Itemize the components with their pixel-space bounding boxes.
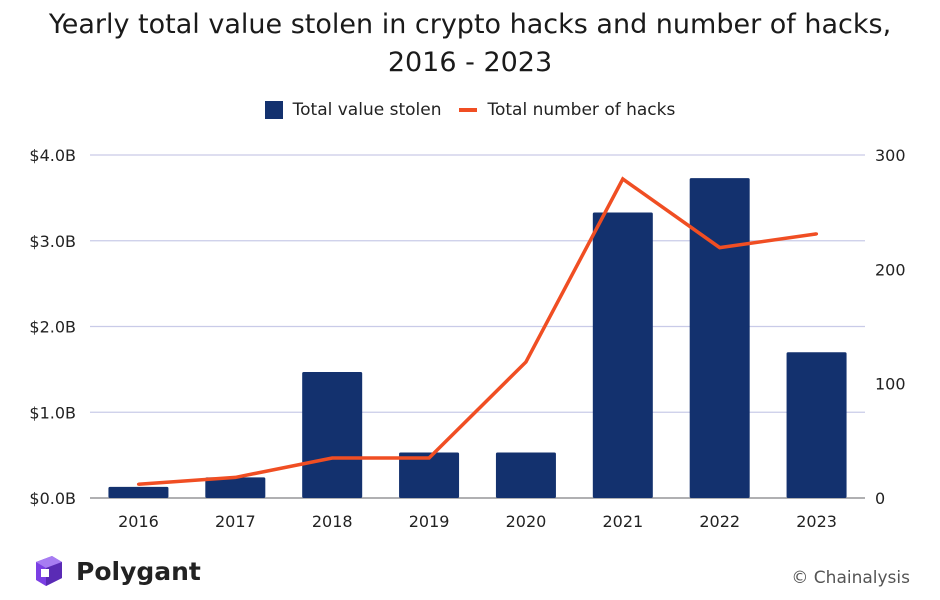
legend-line-swatch <box>459 108 478 112</box>
bar-value-stolen <box>399 452 460 498</box>
chart-title-line-2: 2016 - 2023 <box>387 47 553 78</box>
line-point-number-of-hacks <box>427 456 431 460</box>
brand-logo: Polygant <box>30 552 201 590</box>
y-right-tick-label: 100 <box>875 375 906 394</box>
bar-value-stolen <box>495 452 556 498</box>
x-tick-label: 2022 <box>699 512 740 531</box>
bar-value-stolen <box>302 371 363 498</box>
bar-value-stolen <box>205 477 266 498</box>
x-tick-label: 2023 <box>796 512 837 531</box>
y-left-tick-label: $3.0B <box>29 232 76 251</box>
line-point-number-of-hacks <box>621 177 625 181</box>
x-tick-label: 2019 <box>409 512 450 531</box>
y-left-tick-label: $0.0B <box>29 489 76 508</box>
x-tick-label: 2016 <box>118 512 159 531</box>
y-left-tick-label: $4.0B <box>29 146 76 165</box>
legend-item-value-stolen: Total value stolen <box>264 100 442 120</box>
legend-label-value-stolen: Total value stolen <box>292 100 442 120</box>
y-right-tick-label: 200 <box>875 260 906 279</box>
y-left-tick-label: $2.0B <box>29 318 76 337</box>
line-point-number-of-hacks <box>524 360 528 364</box>
bar-value-stolen <box>108 486 169 498</box>
y-right-tick-label: 300 <box>875 146 906 165</box>
x-tick-label: 2021 <box>602 512 643 531</box>
line-point-number-of-hacks <box>815 232 819 236</box>
chart-title-line-1: Yearly total value stolen in crypto hack… <box>48 9 892 40</box>
x-tick-label: 2017 <box>215 512 256 531</box>
legend-label-number-of-hacks: Total number of hacks <box>487 100 676 120</box>
polygant-logo-icon <box>36 556 62 586</box>
chart-legend: Total value stolen Total number of hacks <box>0 100 940 120</box>
bar-value-stolen <box>592 212 653 498</box>
bar-value-stolen <box>786 352 847 498</box>
line-number-of-hacks <box>138 176 817 487</box>
x-tick-label: 2020 <box>506 512 547 531</box>
legend-item-number-of-hacks: Total number of hacks <box>459 100 675 120</box>
source-credit: © Chainalysis <box>791 568 910 588</box>
bar-value-stolen <box>689 178 750 498</box>
line-point-number-of-hacks <box>330 456 334 460</box>
line-point-number-of-hacks <box>718 246 722 250</box>
y-left-tick-label: $1.0B <box>29 403 76 422</box>
chart-title: Yearly total value stolen in crypto hack… <box>0 6 940 82</box>
line-point-number-of-hacks <box>136 482 140 486</box>
brand-name: Polygant <box>76 556 201 586</box>
y-right-tick-label: 0 <box>875 489 885 508</box>
line-point-number-of-hacks <box>233 475 237 479</box>
x-tick-label: 2018 <box>312 512 353 531</box>
legend-bar-swatch <box>264 101 283 119</box>
